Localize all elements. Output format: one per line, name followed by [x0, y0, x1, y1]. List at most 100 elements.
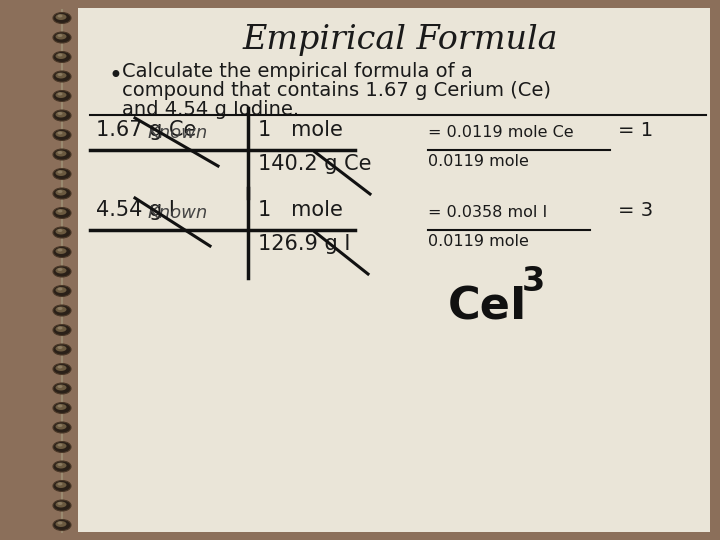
FancyBboxPatch shape — [78, 8, 710, 532]
Text: = 3: = 3 — [618, 201, 653, 220]
Ellipse shape — [53, 325, 71, 335]
Ellipse shape — [53, 188, 71, 199]
Ellipse shape — [58, 15, 63, 17]
Text: 0.0119 mole: 0.0119 mole — [428, 234, 529, 249]
Ellipse shape — [58, 424, 63, 427]
Ellipse shape — [53, 286, 71, 296]
Ellipse shape — [53, 207, 71, 219]
Text: Known: Known — [148, 204, 208, 222]
Ellipse shape — [58, 385, 63, 388]
Ellipse shape — [58, 483, 63, 485]
Ellipse shape — [53, 91, 71, 102]
Ellipse shape — [55, 170, 66, 176]
Ellipse shape — [55, 33, 66, 39]
Ellipse shape — [58, 151, 63, 154]
Text: 1.67 g Ce: 1.67 g Ce — [96, 120, 197, 140]
Text: Known: Known — [148, 124, 208, 142]
Ellipse shape — [53, 442, 71, 453]
Ellipse shape — [58, 248, 63, 252]
Ellipse shape — [58, 287, 63, 291]
Text: = 0.0119 mole Ce: = 0.0119 mole Ce — [428, 125, 574, 140]
Ellipse shape — [58, 366, 63, 368]
Ellipse shape — [53, 266, 71, 277]
Ellipse shape — [55, 502, 66, 508]
Text: = 0.0358 mol I: = 0.0358 mol I — [428, 205, 547, 220]
Text: and 4.54 g Iodine.: and 4.54 g Iodine. — [122, 100, 299, 119]
Ellipse shape — [55, 53, 66, 59]
Ellipse shape — [58, 404, 63, 408]
Ellipse shape — [58, 73, 63, 76]
Ellipse shape — [55, 384, 66, 390]
Ellipse shape — [55, 92, 66, 98]
Ellipse shape — [53, 32, 71, 43]
Ellipse shape — [53, 402, 71, 414]
Ellipse shape — [55, 346, 66, 352]
Ellipse shape — [53, 383, 71, 394]
Ellipse shape — [58, 171, 63, 173]
Ellipse shape — [53, 246, 71, 258]
Ellipse shape — [58, 190, 63, 193]
Text: 4.54 g I: 4.54 g I — [96, 200, 175, 220]
Ellipse shape — [53, 149, 71, 160]
Ellipse shape — [53, 110, 71, 121]
Text: 1   mole: 1 mole — [258, 120, 343, 140]
Text: •: • — [108, 64, 122, 88]
Text: compound that contains 1.67 g Cerium (Ce): compound that contains 1.67 g Cerium (Ce… — [122, 81, 551, 100]
Text: Empirical Formula: Empirical Formula — [242, 24, 558, 56]
Ellipse shape — [55, 72, 66, 78]
Ellipse shape — [58, 327, 63, 329]
Ellipse shape — [53, 500, 71, 511]
Ellipse shape — [53, 481, 71, 491]
Ellipse shape — [53, 130, 71, 140]
Ellipse shape — [55, 287, 66, 293]
Ellipse shape — [53, 363, 71, 375]
Ellipse shape — [55, 482, 66, 488]
Ellipse shape — [53, 519, 71, 530]
Ellipse shape — [53, 305, 71, 316]
Text: = 1: = 1 — [618, 121, 653, 140]
Ellipse shape — [55, 14, 66, 20]
Text: 0.0119 mole: 0.0119 mole — [428, 154, 529, 169]
Ellipse shape — [58, 463, 63, 466]
Text: 1   mole: 1 mole — [258, 200, 343, 220]
Ellipse shape — [55, 443, 66, 449]
Ellipse shape — [55, 111, 66, 118]
Text: 140.2 g Ce: 140.2 g Ce — [258, 154, 372, 174]
Ellipse shape — [58, 229, 63, 232]
Ellipse shape — [58, 53, 63, 57]
Ellipse shape — [55, 404, 66, 410]
Ellipse shape — [55, 248, 66, 254]
Ellipse shape — [55, 365, 66, 371]
Ellipse shape — [53, 422, 71, 433]
Ellipse shape — [58, 112, 63, 115]
Ellipse shape — [58, 502, 63, 505]
Ellipse shape — [53, 51, 71, 63]
Ellipse shape — [53, 12, 71, 24]
Ellipse shape — [53, 168, 71, 179]
Ellipse shape — [53, 227, 71, 238]
Ellipse shape — [55, 228, 66, 234]
Ellipse shape — [55, 326, 66, 332]
Ellipse shape — [55, 209, 66, 215]
Ellipse shape — [55, 462, 66, 469]
Ellipse shape — [53, 71, 71, 82]
Ellipse shape — [55, 131, 66, 137]
Ellipse shape — [53, 344, 71, 355]
Ellipse shape — [58, 268, 63, 271]
Ellipse shape — [55, 151, 66, 157]
Ellipse shape — [58, 132, 63, 134]
Ellipse shape — [53, 461, 71, 472]
Ellipse shape — [55, 521, 66, 527]
Ellipse shape — [58, 307, 63, 310]
Ellipse shape — [55, 307, 66, 313]
Ellipse shape — [58, 346, 63, 349]
Text: 126.9 g I: 126.9 g I — [258, 234, 351, 254]
Ellipse shape — [55, 267, 66, 273]
Text: 3: 3 — [522, 265, 545, 298]
Ellipse shape — [58, 92, 63, 96]
Ellipse shape — [58, 34, 63, 37]
Ellipse shape — [58, 210, 63, 213]
Ellipse shape — [55, 423, 66, 429]
Ellipse shape — [55, 190, 66, 195]
Text: Calculate the empirical formula of a: Calculate the empirical formula of a — [122, 62, 473, 81]
